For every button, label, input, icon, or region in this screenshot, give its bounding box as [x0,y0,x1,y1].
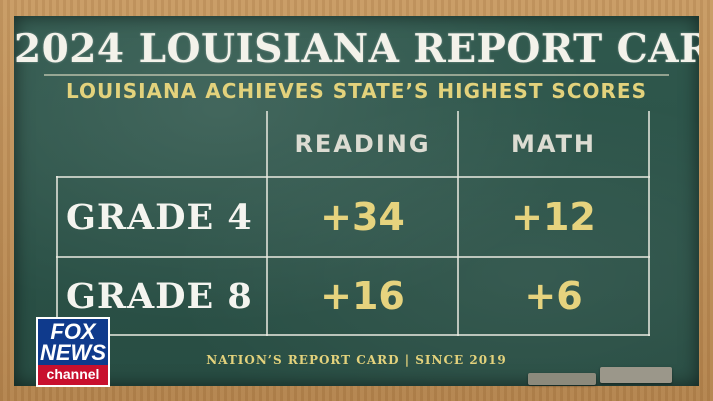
logo-text-fox: FOX [50,319,96,344]
grid-line-h3 [56,334,650,336]
column-header-math: MATH [510,130,597,158]
grid-line-h2 [56,256,650,258]
grade-4-reading-value: +34 [320,195,405,239]
logo-text-news: NEWS [40,340,106,365]
grade-8-reading-value: +16 [320,274,405,318]
grade-4-math-value: +12 [511,195,596,239]
title-underline [44,74,669,76]
grid-line-v1 [266,111,268,336]
grade-8-math-value: +6 [524,274,583,318]
board-subtitle: LOUISIANA ACHIEVES STATE’S HIGHEST SCORE… [66,79,647,103]
board-title: 2024 LOUISIANA REPORT CARD [14,26,699,72]
row-label-grade-4: GRADE 4 [66,196,253,238]
fox-news-wordmark: FOX NEWS [38,319,108,365]
column-header-reading: READING [294,130,431,158]
row-label-grade-8: GRADE 8 [66,275,253,317]
grid-line-h1 [56,176,650,178]
chalk-eraser-2 [600,367,672,383]
fox-news-logo: FOX NEWS channel [36,317,110,387]
grid-line-v2 [457,111,459,336]
grid-line-v0 [56,176,58,336]
chalk-eraser [528,373,596,385]
grid-line-v3 [648,111,650,336]
logo-text-channel: channel [38,365,108,385]
source-footer: NATION’S REPORT CARD | SINCE 2019 [206,353,507,367]
chalkboard: 2024 LOUISIANA REPORT CARD LOUISIANA ACH… [14,16,699,386]
